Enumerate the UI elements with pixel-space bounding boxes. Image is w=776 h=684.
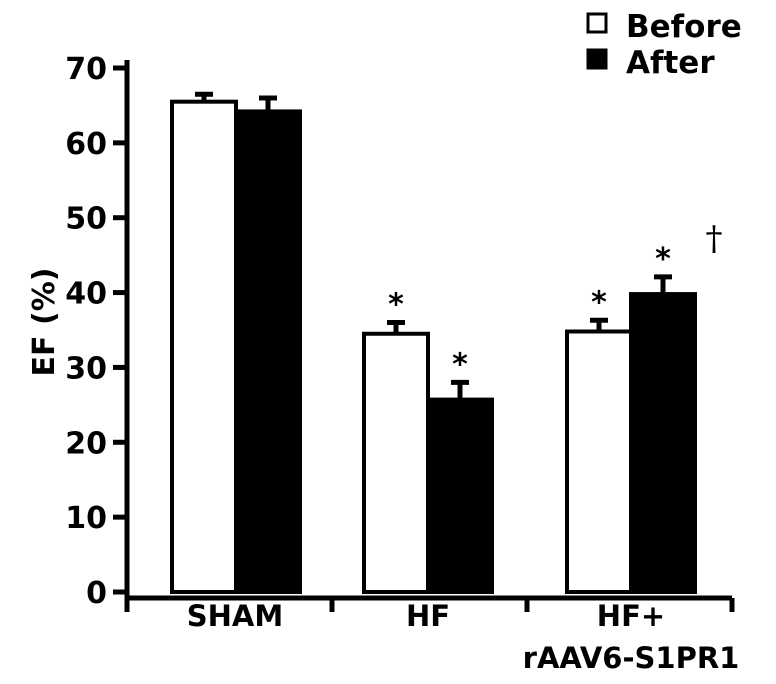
y-tick-label: 50 [65, 202, 107, 237]
y-axis: 0 10 20 30 40 50 60 70 [65, 52, 130, 611]
significance-star: * [591, 285, 607, 320]
x-category-label: HF+ [597, 599, 665, 633]
y-tick-label: 10 [65, 501, 107, 536]
legend-swatch-before [586, 12, 608, 34]
dagger-annotation: † [706, 219, 723, 259]
bar-after [234, 109, 302, 594]
bar-before [170, 99, 238, 595]
y-tick-label: 30 [65, 351, 107, 386]
bar-after [426, 397, 494, 595]
x-axis: SHAM HF HF+ rAAV6-S1PR1 [124, 595, 740, 675]
y-tick-label: 20 [65, 426, 107, 461]
legend-label: Before [626, 9, 742, 45]
bar-before [362, 331, 430, 594]
x-category-label: SHAM [187, 599, 283, 633]
legend-swatch-after [586, 48, 608, 70]
x-category-label: rAAV6-S1PR1 [523, 641, 740, 675]
bars [170, 91, 697, 595]
y-axis-label: EF (%) [27, 268, 62, 377]
y-tick-label: 0 [86, 576, 107, 611]
significance-star: * [655, 242, 671, 277]
y-tick-label: 40 [65, 277, 107, 312]
significance-star: * [452, 347, 468, 382]
y-tick-label: 70 [65, 52, 107, 87]
bar-after [629, 292, 697, 594]
annotations: * * * * † [388, 219, 722, 383]
x-category-label: HF [406, 599, 450, 633]
y-tick-label: 60 [65, 127, 107, 162]
legend-label: After [626, 45, 715, 81]
bar-before [565, 329, 633, 594]
significance-star: * [388, 288, 404, 323]
